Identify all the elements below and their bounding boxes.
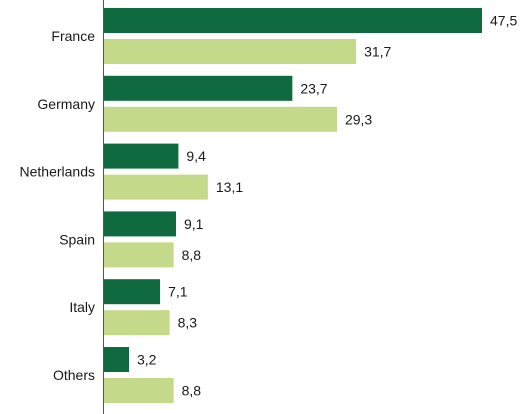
value-label-spain-series-2: 8,8: [182, 247, 202, 263]
value-labels: 47,5 31,7 23,7 29,3 9,4 13,1 9,1 8,8 7,1 8,3 3,2 8,…: [137, 13, 517, 399]
value-label-netherlands-series-2: 13,1: [216, 179, 243, 195]
category-label-spain: Spain: [59, 231, 95, 247]
value-label-netherlands-series-1: 9,4: [186, 148, 206, 164]
bar-italy-series-2: [103, 310, 170, 336]
category-label-france: France: [51, 28, 95, 44]
category-label-others: Others: [53, 367, 95, 383]
category-label-germany: Germany: [37, 96, 95, 112]
value-label-germany-series-2: 29,3: [345, 111, 372, 127]
bar-spain-series-2: [103, 242, 174, 268]
bar-germany-series-1: [103, 75, 293, 101]
value-label-france-series-1: 47,5: [490, 13, 517, 29]
category-label-netherlands: Netherlands: [20, 164, 96, 180]
bar-others-series-2: [103, 378, 174, 403]
value-label-france-series-2: 31,7: [364, 44, 391, 60]
bars: [103, 8, 482, 403]
value-label-italy-series-1: 7,1: [168, 284, 188, 300]
value-label-others-series-2: 8,8: [182, 383, 202, 399]
value-label-italy-series-2: 8,3: [178, 315, 198, 331]
bar-netherlands-series-1: [103, 143, 179, 169]
bar-others-series-1: [103, 347, 129, 372]
bar-france-series-1: [103, 8, 482, 33]
bar-italy-series-1: [103, 279, 161, 305]
value-label-germany-series-1: 23,7: [300, 80, 327, 96]
bar-france-series-2: [103, 39, 357, 64]
bar-germany-series-2: [103, 106, 337, 132]
value-label-spain-series-1: 9,1: [184, 216, 204, 232]
bar-netherlands-series-2: [103, 174, 208, 200]
category-label-italy: Italy: [69, 299, 95, 315]
bar-spain-series-1: [103, 211, 177, 237]
value-label-others-series-1: 3,2: [137, 352, 157, 368]
category-labels: France Germany Netherlands Spain Italy Others: [20, 28, 96, 383]
